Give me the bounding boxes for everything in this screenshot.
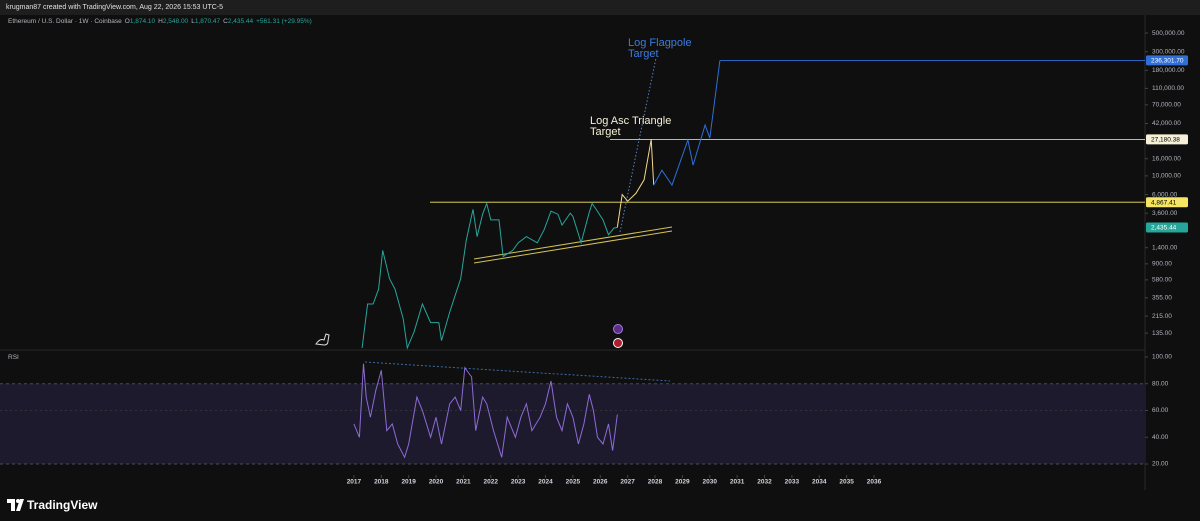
x-tick-label: 2022: [484, 479, 499, 486]
y-tick-label: 20.00: [1152, 461, 1169, 468]
data-line: [653, 60, 721, 187]
event-icon: [613, 338, 623, 348]
divergence-line: [364, 361, 671, 382]
header: krugman87 created with TradingView.com, …: [0, 0, 1200, 15]
y-tick-label: 42,000.00: [1152, 120, 1181, 127]
x-tick-label: 2023: [511, 479, 526, 486]
x-tick-label: 2030: [703, 479, 718, 486]
trendline: [473, 230, 673, 264]
y-tick-label: 16,000.00: [1152, 155, 1181, 162]
price-tag-label: 4,867.41: [1151, 199, 1177, 206]
legend-value: +561.31 (+29.95%): [256, 18, 312, 25]
data-line: [616, 139, 655, 228]
x-tick-label: 2021: [456, 479, 471, 486]
legend-value: 1,874.10: [129, 18, 156, 25]
x-tick-label: 2024: [538, 479, 553, 486]
y-tick-label: 215.00: [1152, 313, 1172, 320]
legend-value: H: [158, 18, 163, 25]
legend-value: 2,435.44: [227, 18, 254, 25]
y-tick-label: 10,000.00: [1152, 173, 1181, 180]
price-tag-label: 27,180.38: [1151, 137, 1180, 144]
y-tick-label: 1,400.00: [1152, 244, 1178, 251]
x-tick-label: 2027: [620, 479, 635, 486]
x-tick-label: 2033: [785, 479, 800, 486]
y-tick-label: 60.00: [1152, 407, 1169, 414]
annotation: Log Flagpole Target: [628, 37, 692, 60]
legend-value: L: [191, 18, 195, 25]
legend-value: 1,870.47: [194, 18, 221, 25]
rsi-title: RSI: [8, 354, 19, 361]
x-tick-label: 2025: [566, 479, 581, 486]
price-tag-label: 2,435.44: [1151, 225, 1177, 232]
dino-icon: [315, 333, 330, 346]
legend: Ethereum / U.S. Dollar · 1W · Coinbase O1…: [8, 18, 312, 25]
x-tick-label: 2031: [730, 479, 745, 486]
y-tick-label: 300,000.00: [1152, 48, 1185, 55]
y-tick-label: 500,000.00: [1152, 30, 1185, 37]
logo: [7, 499, 24, 511]
y-tick-label: 580.00: [1152, 277, 1172, 284]
x-tick-label: 2020: [429, 479, 444, 486]
price-tag: [1146, 55, 1188, 66]
x-tick-label: 2035: [839, 479, 854, 486]
x-tick-label: 2018: [374, 479, 389, 486]
legend-value: C: [223, 18, 228, 25]
y-tick-label: 80.00: [1152, 380, 1169, 387]
x-tick-label: 2036: [867, 479, 882, 486]
price-tag: [1146, 197, 1188, 208]
rsi-band: [0, 383, 1145, 465]
y-tick-label: 100.00: [1152, 354, 1172, 361]
x-tick-label: 2034: [812, 479, 827, 486]
x-tick-label: 2019: [401, 479, 416, 486]
y-tick-label: 3,600.00: [1152, 210, 1178, 217]
x-tick-label: 2029: [675, 479, 690, 486]
price-tag: [1146, 222, 1188, 233]
price-tag: [1146, 134, 1188, 145]
price-tag-label: 236,301.70: [1151, 58, 1184, 65]
y-tick-label: 6,000.00: [1152, 191, 1178, 198]
annotation: Log Asc Triangle Target: [590, 115, 672, 138]
flagpole-line: [619, 57, 657, 233]
data-line: [353, 363, 618, 459]
x-tick-label: 2026: [593, 479, 608, 486]
x-tick-label: 2028: [648, 479, 663, 486]
legend-value: O: [124, 18, 130, 25]
data-line: [361, 201, 618, 350]
y-tick-label: 70,000.00: [1152, 102, 1181, 109]
brand: TradingView: [27, 498, 98, 512]
event-icon: [613, 324, 623, 334]
y-tick-label: 110,000.00: [1152, 85, 1184, 92]
symbol-title: Ethereum / U.S. Dollar · 1W · Coinbase: [8, 18, 122, 25]
y-tick-label: 180,000.00: [1152, 67, 1185, 74]
y-tick-label: 900.00: [1152, 261, 1172, 268]
x-tick-label: 2032: [757, 479, 772, 486]
y-tick-label: 355.00: [1152, 295, 1172, 302]
y-tick-label: 135.00: [1152, 330, 1172, 337]
legend-value: 2,548.00: [162, 18, 189, 25]
x-tick-label: 2017: [347, 479, 362, 486]
y-tick-label: 40.00: [1152, 434, 1169, 441]
